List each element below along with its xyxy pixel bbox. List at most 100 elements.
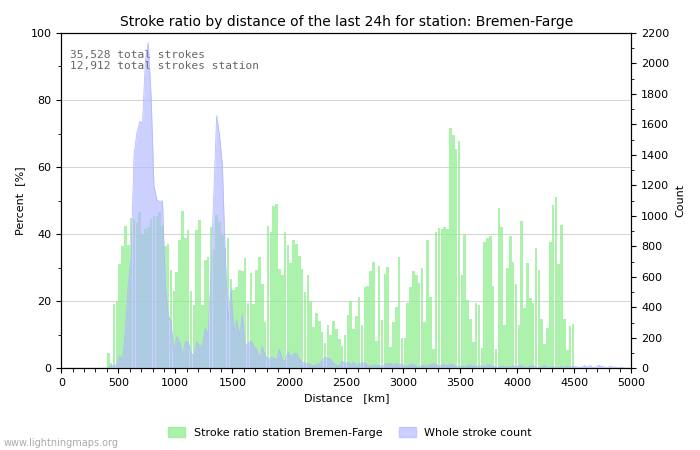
Bar — [407, 303, 409, 368]
Bar — [392, 322, 395, 368]
Bar — [552, 205, 554, 368]
Bar — [503, 325, 506, 368]
Bar — [412, 271, 414, 368]
Bar — [298, 256, 300, 368]
Bar — [572, 324, 574, 368]
Bar — [304, 292, 307, 368]
Bar — [139, 212, 141, 368]
Bar — [370, 271, 372, 368]
Bar — [206, 256, 209, 368]
Bar — [250, 274, 252, 368]
Bar — [389, 347, 392, 368]
Bar — [147, 227, 150, 368]
Bar — [566, 350, 568, 368]
Bar — [429, 297, 432, 368]
Bar — [469, 319, 472, 368]
Bar — [477, 305, 480, 368]
Bar — [344, 334, 346, 368]
Bar — [532, 303, 534, 368]
Bar — [480, 348, 483, 368]
Bar — [360, 325, 363, 368]
Bar — [232, 290, 235, 368]
Bar — [224, 248, 227, 368]
Bar — [517, 325, 520, 368]
Bar — [150, 219, 153, 368]
Bar — [272, 206, 275, 368]
Bar — [355, 316, 358, 368]
Bar — [309, 302, 312, 368]
Bar — [141, 234, 144, 368]
Bar — [435, 232, 438, 368]
Bar — [113, 304, 116, 368]
Bar — [341, 346, 344, 368]
Bar — [118, 264, 121, 368]
Bar — [463, 234, 466, 368]
Bar — [176, 273, 178, 368]
Bar — [492, 286, 494, 368]
Bar — [400, 338, 403, 368]
Bar — [363, 287, 366, 368]
Bar — [346, 315, 349, 368]
Bar — [281, 274, 284, 368]
Bar — [110, 363, 113, 368]
Bar — [498, 208, 500, 368]
Text: 35,528 total strokes
12,912 total strokes station: 35,528 total strokes 12,912 total stroke… — [70, 50, 259, 71]
Bar — [167, 243, 169, 368]
Bar — [330, 335, 332, 368]
Bar — [198, 220, 201, 368]
Bar — [358, 297, 360, 368]
Bar — [130, 218, 132, 368]
Bar — [195, 230, 198, 368]
Bar — [535, 248, 537, 368]
Bar — [372, 262, 375, 368]
Bar — [193, 305, 195, 368]
Bar — [455, 149, 457, 368]
Bar — [181, 211, 183, 368]
Bar — [484, 242, 486, 368]
Bar — [440, 229, 443, 368]
Bar — [155, 216, 158, 368]
Bar — [418, 283, 421, 368]
Bar — [267, 226, 270, 368]
Bar — [395, 307, 398, 368]
Bar — [286, 245, 289, 368]
Bar — [472, 342, 475, 368]
Bar — [323, 343, 326, 368]
Bar — [227, 238, 230, 368]
Bar — [332, 321, 335, 368]
Bar — [466, 300, 469, 368]
Bar — [235, 287, 238, 368]
Bar — [116, 302, 118, 368]
Bar — [153, 216, 155, 368]
Bar — [133, 219, 135, 368]
Bar — [144, 229, 147, 368]
Text: www.lightningmaps.org: www.lightningmaps.org — [4, 438, 118, 448]
Bar — [244, 258, 246, 368]
Title: Stroke ratio by distance of the last 24h for station: Bremen-Farge: Stroke ratio by distance of the last 24h… — [120, 15, 573, 29]
Bar — [520, 220, 523, 368]
Bar — [216, 215, 218, 368]
Bar — [549, 242, 552, 368]
Bar — [452, 135, 454, 368]
Bar — [447, 229, 449, 368]
Bar — [352, 328, 355, 368]
Bar — [438, 228, 440, 368]
Bar — [410, 287, 412, 368]
Bar — [526, 263, 528, 368]
Bar — [264, 322, 267, 368]
Bar — [514, 284, 517, 368]
Bar — [290, 263, 292, 368]
Bar — [230, 279, 232, 368]
Bar — [506, 268, 509, 368]
Bar — [173, 291, 175, 368]
Bar — [509, 236, 512, 368]
Bar — [253, 304, 255, 368]
Bar — [210, 227, 212, 368]
Bar — [554, 197, 557, 368]
Bar — [378, 266, 380, 368]
Bar — [540, 319, 543, 368]
Bar — [449, 128, 452, 368]
Bar — [275, 203, 278, 368]
Bar — [158, 212, 161, 368]
Bar — [201, 306, 204, 368]
